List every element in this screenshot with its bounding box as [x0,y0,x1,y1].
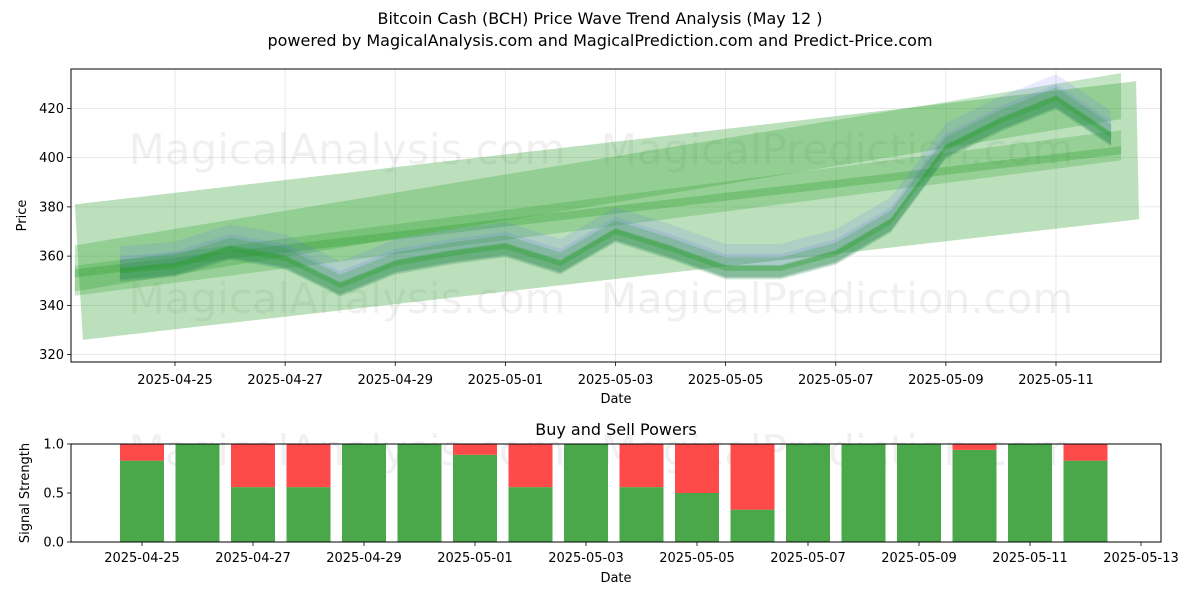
x-tick-label: 2025-05-13 [1103,551,1179,566]
x-tick-label: 2025-04-27 [247,373,323,388]
buy-bar [675,493,719,542]
y-axis-title: Signal Strength [18,443,33,543]
x-tick-label: 2025-05-01 [468,373,544,388]
y-tick-label: 420 [39,102,64,117]
x-tick-label: 2025-05-09 [881,551,957,566]
sell-bar [508,444,553,488]
price-wave-blue-band [119,74,1112,296]
watermark-text: MagicalPrediction.com [601,274,1074,323]
y-tick-label: 400 [39,151,64,166]
x-tick-label: 2025-05-03 [548,551,624,566]
sell-bar [619,444,664,488]
x-tick-label: 2025-05-07 [770,551,846,566]
x-tick-label: 2025-04-25 [137,373,213,388]
buy-bar [841,444,886,542]
sell-bar [453,444,497,455]
buy-sell-title: Buy and Sell Powers [535,420,697,439]
watermark-text: MagicalAnalysis.com [129,274,566,323]
x-tick-label: 2025-05-05 [659,551,735,566]
x-tick-label: 2025-05-11 [1018,373,1094,388]
y-tick-label: 1.0 [43,438,64,453]
price-wave-green-band [119,87,1112,297]
x-tick-label: 2025-05-05 [688,373,764,388]
buy-sell-chart: MagicalAnalysis.comMagicalPrediction.com… [18,420,1179,586]
y-tick-label: 0.0 [43,536,64,551]
x-tick-label: 2025-05-07 [798,373,874,388]
watermark-text: MagicalPrediction.com [601,125,1074,174]
x-axis-title: Date [600,571,631,586]
buy-bar [231,487,275,542]
sell-bar [1063,444,1108,461]
buy-bar [952,449,997,542]
main-trend-band [74,73,1122,292]
buy-bar [730,509,775,542]
sell-bar [120,444,164,461]
buy-bar [508,487,553,542]
x-tick-label: 2025-04-27 [215,551,291,566]
watermark-text: MagicalAnalysis.com [129,125,566,174]
price-wave-blue-band [119,84,1112,296]
y-tick-label: 320 [39,348,64,363]
inner-trend-band [74,130,1122,296]
buy-bar [175,444,220,542]
buy-bar [120,460,164,542]
outer-trend-band [74,81,1140,340]
chart-subtitle: powered by MagicalAnalysis.com and Magic… [267,31,933,50]
buy-bar [1063,460,1108,542]
buy-bar [786,444,830,542]
buy-bar [619,487,664,542]
sell-bar [730,444,775,510]
buy-bar [1008,444,1052,542]
y-tick-label: 380 [39,200,64,215]
center-trend-line [74,146,1122,278]
sell-bar [675,444,719,493]
price-wave-core [119,96,1112,289]
buy-bar [342,444,386,542]
plot-frame [70,443,1162,543]
x-tick-label: 2025-04-29 [326,551,402,566]
buy-bar [453,454,497,542]
plot-frame [70,68,1162,363]
buy-bar [286,487,331,542]
x-axis-title: Date [600,392,631,407]
x-tick-label: 2025-04-29 [357,373,433,388]
price-trend-chart: 320 340 360 380 400 420 2025-04-25 2025-04-27 20… [15,68,1162,407]
sell-bar [952,444,997,450]
x-tick-label: 2025-05-11 [992,551,1068,566]
y-tick-label: 340 [39,299,64,314]
sell-bar [231,444,275,488]
x-tick-label: 2025-05-09 [908,373,984,388]
buy-bar [564,444,608,542]
x-tick-label: 2025-05-01 [437,551,513,566]
y-axis-title: Price [15,200,30,232]
x-tick-label: 2025-05-03 [578,373,654,388]
y-tick-label: 360 [39,250,64,265]
sell-bar [286,444,331,488]
price-wave-green-band [119,95,1112,295]
chart-title: Bitcoin Cash (BCH) Price Wave Trend Anal… [377,9,823,28]
buy-bar [397,444,442,542]
x-tick-label: 2025-04-25 [104,551,180,566]
y-tick-label: 0.5 [43,487,64,502]
buy-bar [897,444,941,542]
